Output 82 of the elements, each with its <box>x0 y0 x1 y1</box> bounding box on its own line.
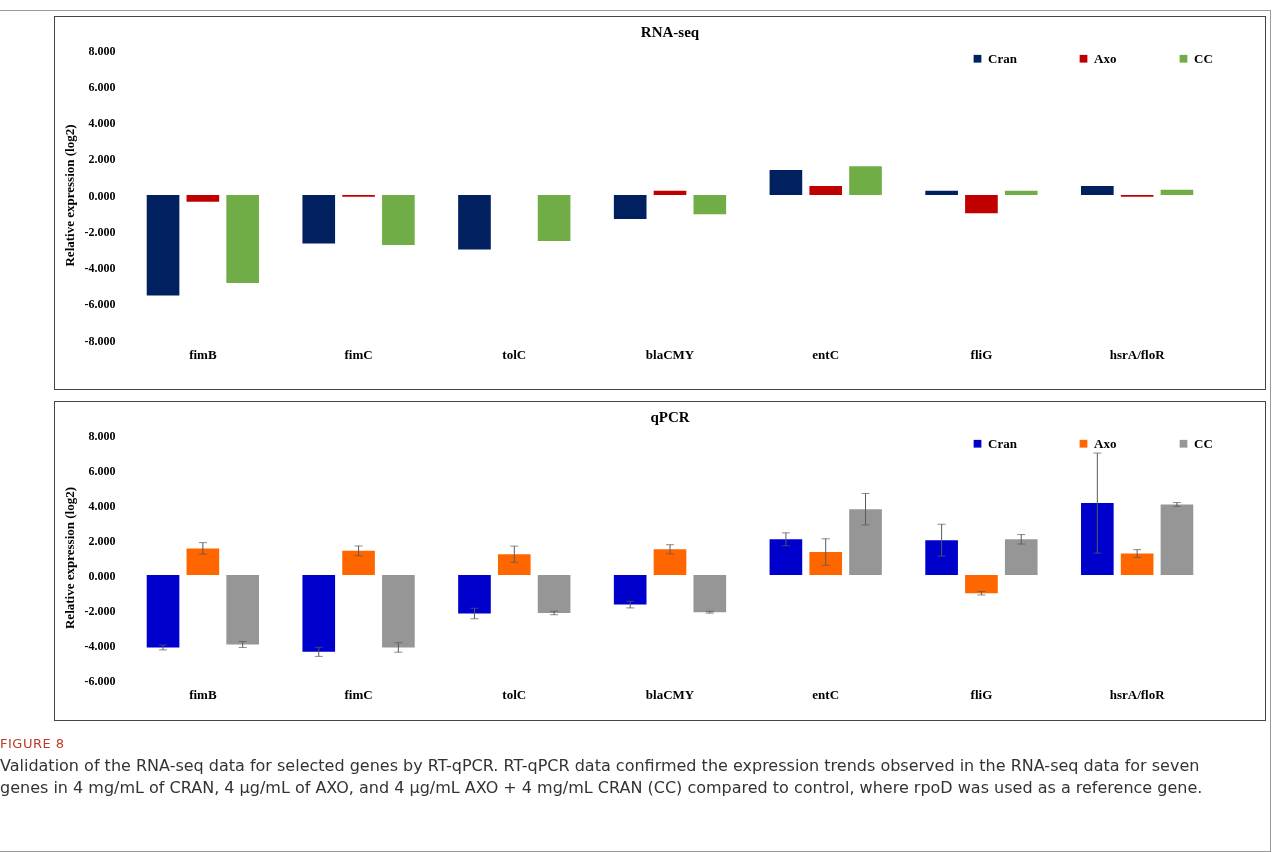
x-tick-label: fimB <box>189 346 217 362</box>
bar <box>965 575 998 594</box>
legend-label: Cran <box>988 435 1018 451</box>
bar <box>1081 186 1114 195</box>
bar <box>925 190 958 195</box>
bar <box>1160 189 1194 195</box>
x-tick-label: fimC <box>344 686 373 702</box>
bar <box>769 169 803 195</box>
legend-label: Cran <box>988 50 1018 66</box>
bar <box>693 195 727 215</box>
x-tick-label: hsrA/floR <box>1109 346 1166 362</box>
bar <box>965 195 998 214</box>
bar <box>497 554 531 575</box>
bar <box>809 552 843 575</box>
bar <box>302 195 336 244</box>
bar <box>146 575 180 648</box>
bar <box>382 575 415 648</box>
bar <box>769 539 803 575</box>
x-tick-label: fliG <box>970 346 993 362</box>
y-tick-label: 0.000 <box>88 188 116 203</box>
y-tick-label: 2.000 <box>88 152 116 167</box>
y-tick-label: 8.000 <box>88 43 116 58</box>
legend-label: CC <box>1194 435 1213 451</box>
y-tick-label: 0.000 <box>88 568 116 583</box>
x-tick-label: hsrA/floR <box>1109 686 1166 702</box>
bar <box>653 190 687 195</box>
bar <box>1120 553 1154 575</box>
x-tick-label: fimB <box>189 686 217 702</box>
bar <box>693 575 727 613</box>
y-tick-label: -2.000 <box>84 224 116 239</box>
bar <box>1004 190 1038 195</box>
y-tick-label: 8.000 <box>88 428 116 443</box>
bar <box>458 575 491 614</box>
bar <box>1160 504 1194 575</box>
bar <box>613 575 647 605</box>
bar <box>382 195 415 246</box>
legend-label: Axo <box>1094 435 1117 451</box>
bar <box>1081 503 1114 575</box>
x-tick-label: blaCMY <box>645 686 695 702</box>
bar <box>186 548 220 575</box>
x-tick-label: fimC <box>344 346 373 362</box>
bar <box>226 195 259 283</box>
y-tick-label: 4.000 <box>88 116 116 130</box>
y-axis-title: Relative expression (log2) <box>61 124 77 267</box>
bar <box>809 186 843 195</box>
chart-title: qPCR <box>650 409 690 425</box>
bar <box>537 575 571 613</box>
bar <box>925 540 958 575</box>
y-tick-label: -6.000 <box>84 297 116 312</box>
bar <box>342 550 375 575</box>
x-tick-label: tolC <box>502 686 527 702</box>
y-tick-label: -8.000 <box>84 333 116 348</box>
legend-label: CC <box>1194 50 1213 66</box>
bar <box>613 195 647 219</box>
x-tick-label: blaCMY <box>645 346 695 362</box>
bar <box>537 195 571 242</box>
x-tick-label: entC <box>812 686 840 702</box>
bar <box>186 195 220 202</box>
bar <box>302 575 336 652</box>
y-tick-label: 4.000 <box>88 498 116 513</box>
y-tick-label: 2.000 <box>88 533 116 548</box>
legend-label: Axo <box>1094 50 1117 66</box>
bar <box>146 195 180 296</box>
y-axis-title: Relative expression (log2) <box>61 486 77 630</box>
y-tick-label: 6.000 <box>88 79 116 94</box>
x-tick-label: tolC <box>502 346 527 362</box>
bar <box>849 166 882 195</box>
y-tick-label: 6.000 <box>88 463 116 478</box>
y-tick-label: -6.000 <box>84 673 116 688</box>
bar <box>653 549 687 575</box>
x-tick-label: fliG <box>970 686 993 702</box>
x-tick-label: entC <box>812 346 840 362</box>
y-tick-label: -2.000 <box>84 603 116 618</box>
text: Validation of the RNA-seq data for selected genes by RT-qPCR. RT-qPCR data confirmed the expression trends observed in the RNA-seq data for seven genes in 4 mg/mL of CRAN, 4 µg/mL of AXO, and 4 µg/mL AXO + 4 mg/mL CRAN (CC) compared to control, where rpoD was used as a reference gene. <box>0 755 1204 799</box>
chart-title: RNA-seq <box>640 24 700 40</box>
bar <box>1004 539 1038 575</box>
y-tick-label: -4.000 <box>84 261 116 275</box>
bar <box>458 195 491 250</box>
caption: FIGURE 8 <box>0 736 66 751</box>
y-tick-label: -4.000 <box>84 638 116 653</box>
bar <box>849 509 882 575</box>
bar <box>226 575 259 645</box>
